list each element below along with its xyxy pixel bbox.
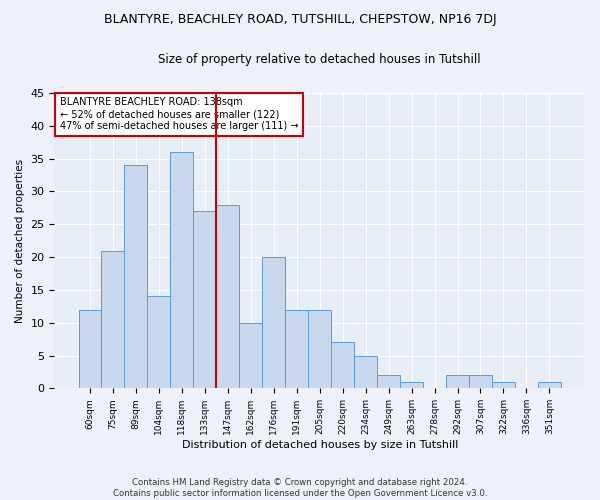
Bar xyxy=(124,165,148,388)
Bar xyxy=(101,250,124,388)
Bar xyxy=(538,382,561,388)
Bar xyxy=(193,211,217,388)
Bar xyxy=(285,310,308,388)
Bar xyxy=(239,322,262,388)
Bar xyxy=(79,310,101,388)
X-axis label: Distribution of detached houses by size in Tutshill: Distribution of detached houses by size … xyxy=(182,440,458,450)
Bar xyxy=(446,375,469,388)
Bar xyxy=(170,152,193,388)
Text: Contains HM Land Registry data © Crown copyright and database right 2024.
Contai: Contains HM Land Registry data © Crown c… xyxy=(113,478,487,498)
Bar xyxy=(400,382,423,388)
Bar xyxy=(262,257,285,388)
Y-axis label: Number of detached properties: Number of detached properties xyxy=(15,158,25,323)
Text: BLANTYRE, BEACHLEY ROAD, TUTSHILL, CHEPSTOW, NP16 7DJ: BLANTYRE, BEACHLEY ROAD, TUTSHILL, CHEPS… xyxy=(104,12,496,26)
Bar xyxy=(148,296,170,388)
Bar xyxy=(469,375,492,388)
Bar xyxy=(217,204,239,388)
Text: BLANTYRE BEACHLEY ROAD: 138sqm
← 52% of detached houses are smaller (122)
47% of: BLANTYRE BEACHLEY ROAD: 138sqm ← 52% of … xyxy=(60,98,298,130)
Bar xyxy=(377,375,400,388)
Bar xyxy=(308,310,331,388)
Title: Size of property relative to detached houses in Tutshill: Size of property relative to detached ho… xyxy=(158,52,481,66)
Bar xyxy=(331,342,354,388)
Bar xyxy=(492,382,515,388)
Bar xyxy=(354,356,377,388)
